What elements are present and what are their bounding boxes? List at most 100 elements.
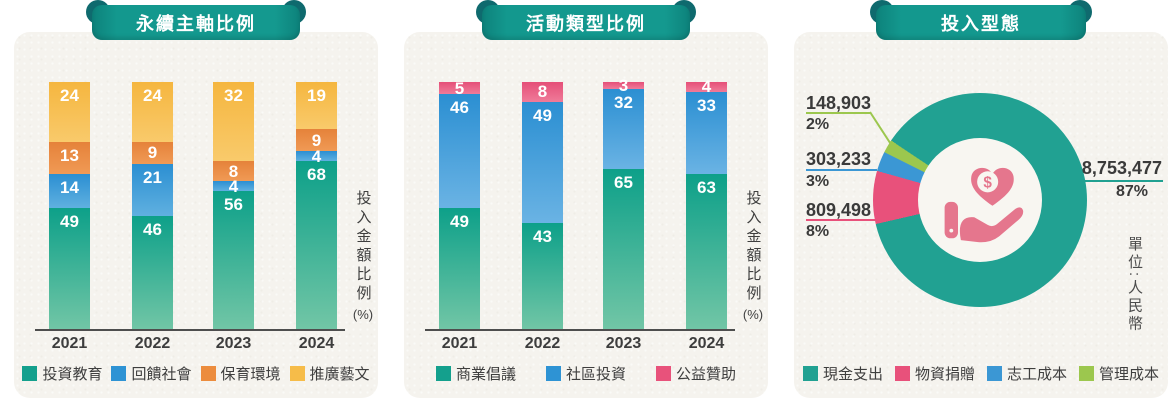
bar-segment-推廣藝文: 32	[213, 82, 254, 162]
legend-label: 推廣藝文	[309, 366, 370, 383]
legend-item-保育環境: 保育環境	[200, 363, 281, 384]
ribbon-band: 活動類型比例	[482, 5, 690, 40]
bar-segment-value: 4	[311, 146, 322, 166]
bar-segment-value: 49	[533, 105, 552, 125]
bar-segment-value: 19	[307, 86, 326, 106]
bar-segment-value: 9	[147, 143, 158, 163]
panel-sustainability-themes: 永續主軸比例 24 13 14 49 24 9 21 46 32 8 4 56 19 9 4 68 2021 2…	[14, 0, 378, 398]
panel-title: 永續主軸比例	[136, 13, 256, 34]
x-tick-2022: 2022	[524, 335, 561, 352]
bar-segment-value: 4	[701, 77, 712, 97]
bar-2024: 4 33 63	[686, 78, 727, 330]
bar-segment-推廣藝文: 19	[296, 82, 337, 130]
callout-pct-goods-donation: 8%	[806, 223, 830, 240]
unit-note: 單位:人民幣	[1126, 236, 1143, 334]
y-axis-label: 投入金額比例 (%)	[740, 190, 766, 322]
callout-line-volunteer-cost	[806, 169, 877, 171]
legend-item-公益贊助: 公益贊助	[656, 363, 736, 384]
donut-hole: $	[918, 138, 1042, 262]
y-axis-label-text: 投入金額比例	[354, 190, 372, 304]
bar-segment-投資教育: 46	[132, 215, 173, 330]
panel-title: 投入型態	[941, 13, 1021, 34]
bar-segment-保育環境: 8	[213, 161, 254, 182]
bar-segment-value: 43	[533, 227, 552, 247]
bar-2024: 19 9 4 68	[296, 82, 337, 330]
bar-2023: 3 32 65	[603, 77, 644, 330]
panel-title-ribbon: 永續主軸比例	[86, 0, 306, 40]
bar-segment-回饋社會: 21	[132, 163, 173, 216]
legend: 現金支出 物資捐贈 志工成本 管理成本	[794, 363, 1168, 384]
bar-segment-保育環境: 9	[296, 129, 337, 152]
bar-segment-value: 24	[60, 86, 79, 106]
x-axis-ticks: 2021 2022 2023 2024	[425, 335, 735, 355]
panel-title-ribbon: 活動類型比例	[476, 0, 696, 40]
callout-value-cash-spending: 8,753,477	[1081, 158, 1162, 178]
panel-activity-types: 活動類型比例 5 46 49 8 49 43 3 32 65 4 33 63 2021 2022 2023…	[404, 0, 768, 398]
y-axis-label: 投入金額比例 (%)	[350, 190, 376, 322]
x-axis-ticks: 2021 2022 2023 2024	[35, 335, 345, 355]
legend-label: 志工成本	[1007, 366, 1068, 383]
legend-swatch	[200, 366, 216, 381]
bar-segment-商業倡議: 65	[603, 168, 644, 330]
bar-segment-value: 56	[224, 195, 243, 215]
bar-chart-activity: 5 46 49 8 49 43 3 32 65 4 33 63	[425, 77, 735, 330]
legend-item-投資教育: 投資教育	[22, 363, 102, 384]
ribbon-band: 投入型態	[876, 5, 1086, 40]
bar-segment-value: 49	[450, 212, 469, 232]
x-tick-2021: 2021	[51, 335, 88, 352]
bar-segment-推廣藝文: 24	[49, 82, 90, 142]
legend-item-物資捐贈: 物資捐贈	[894, 363, 975, 384]
bar-segment-保育環境: 9	[132, 141, 173, 164]
legend-label: 回饋社會	[131, 366, 192, 383]
legend-label: 物資捐贈	[914, 366, 975, 383]
bar-segment-value: 14	[60, 177, 79, 197]
bar-segment-商業倡議: 63	[686, 173, 727, 330]
x-axis-line	[35, 329, 345, 331]
legend-swatch	[545, 366, 561, 381]
bar-segment-value: 46	[143, 219, 162, 239]
callout-line-management-cost	[806, 112, 871, 114]
callout-pct-management-cost: 2%	[806, 116, 830, 133]
bar-segment-value: 24	[143, 86, 162, 106]
bar-segment-value: 9	[311, 130, 322, 150]
legend-swatch	[1079, 366, 1095, 381]
bar-segment-value: 32	[224, 86, 243, 106]
bar-segment-value: 8	[228, 161, 239, 181]
legend-label: 保育環境	[220, 366, 281, 383]
bar-2023: 32 8 4 56	[213, 82, 254, 330]
x-tick-2023: 2023	[605, 335, 642, 352]
svg-text:$: $	[983, 175, 992, 192]
hand-heart-icon: $	[944, 167, 1024, 243]
bar-2022: 8 49 43	[522, 82, 563, 330]
bar-segment-商業倡議: 43	[522, 223, 563, 330]
y-axis-label-text: 投入金額比例	[744, 190, 762, 304]
bar-segment-回饋社會: 4	[213, 178, 254, 195]
panel-title-ribbon: 投入型態	[870, 0, 1092, 40]
ribbon-band: 永續主軸比例	[92, 5, 300, 40]
legend-item-志工成本: 志工成本	[987, 363, 1067, 384]
x-tick-2022: 2022	[134, 335, 171, 352]
bar-segment-value: 5	[454, 78, 465, 98]
legend-swatch	[894, 366, 910, 381]
bar-segment-公益贊助: 8	[522, 82, 563, 102]
legend-label: 公益贊助	[676, 366, 737, 383]
legend-label: 社區投資	[565, 366, 626, 383]
bar-2021: 24 13 14 49	[49, 82, 90, 330]
x-tick-2021: 2021	[441, 335, 478, 352]
bar-segment-value: 33	[697, 95, 716, 115]
x-tick-2023: 2023	[215, 335, 252, 352]
bar-segment-value: 13	[60, 145, 79, 165]
bar-segment-回饋社會: 14	[49, 173, 90, 209]
legend-swatch	[987, 366, 1002, 381]
x-tick-2024: 2024	[298, 335, 335, 352]
legend-swatch	[435, 366, 451, 381]
legend-swatch	[656, 366, 671, 381]
donut-chart: $	[873, 93, 1087, 307]
bar-chart-sustainability: 24 13 14 49 24 9 21 46 32 8 4 56 19 9 4 68	[35, 82, 345, 330]
bar-segment-公益贊助: 3	[603, 77, 644, 94]
panel-title: 活動類型比例	[526, 13, 646, 34]
bar-segment-商業倡議: 49	[439, 208, 480, 330]
bar-segment-社區投資: 49	[522, 101, 563, 224]
legend-swatch	[111, 366, 127, 381]
